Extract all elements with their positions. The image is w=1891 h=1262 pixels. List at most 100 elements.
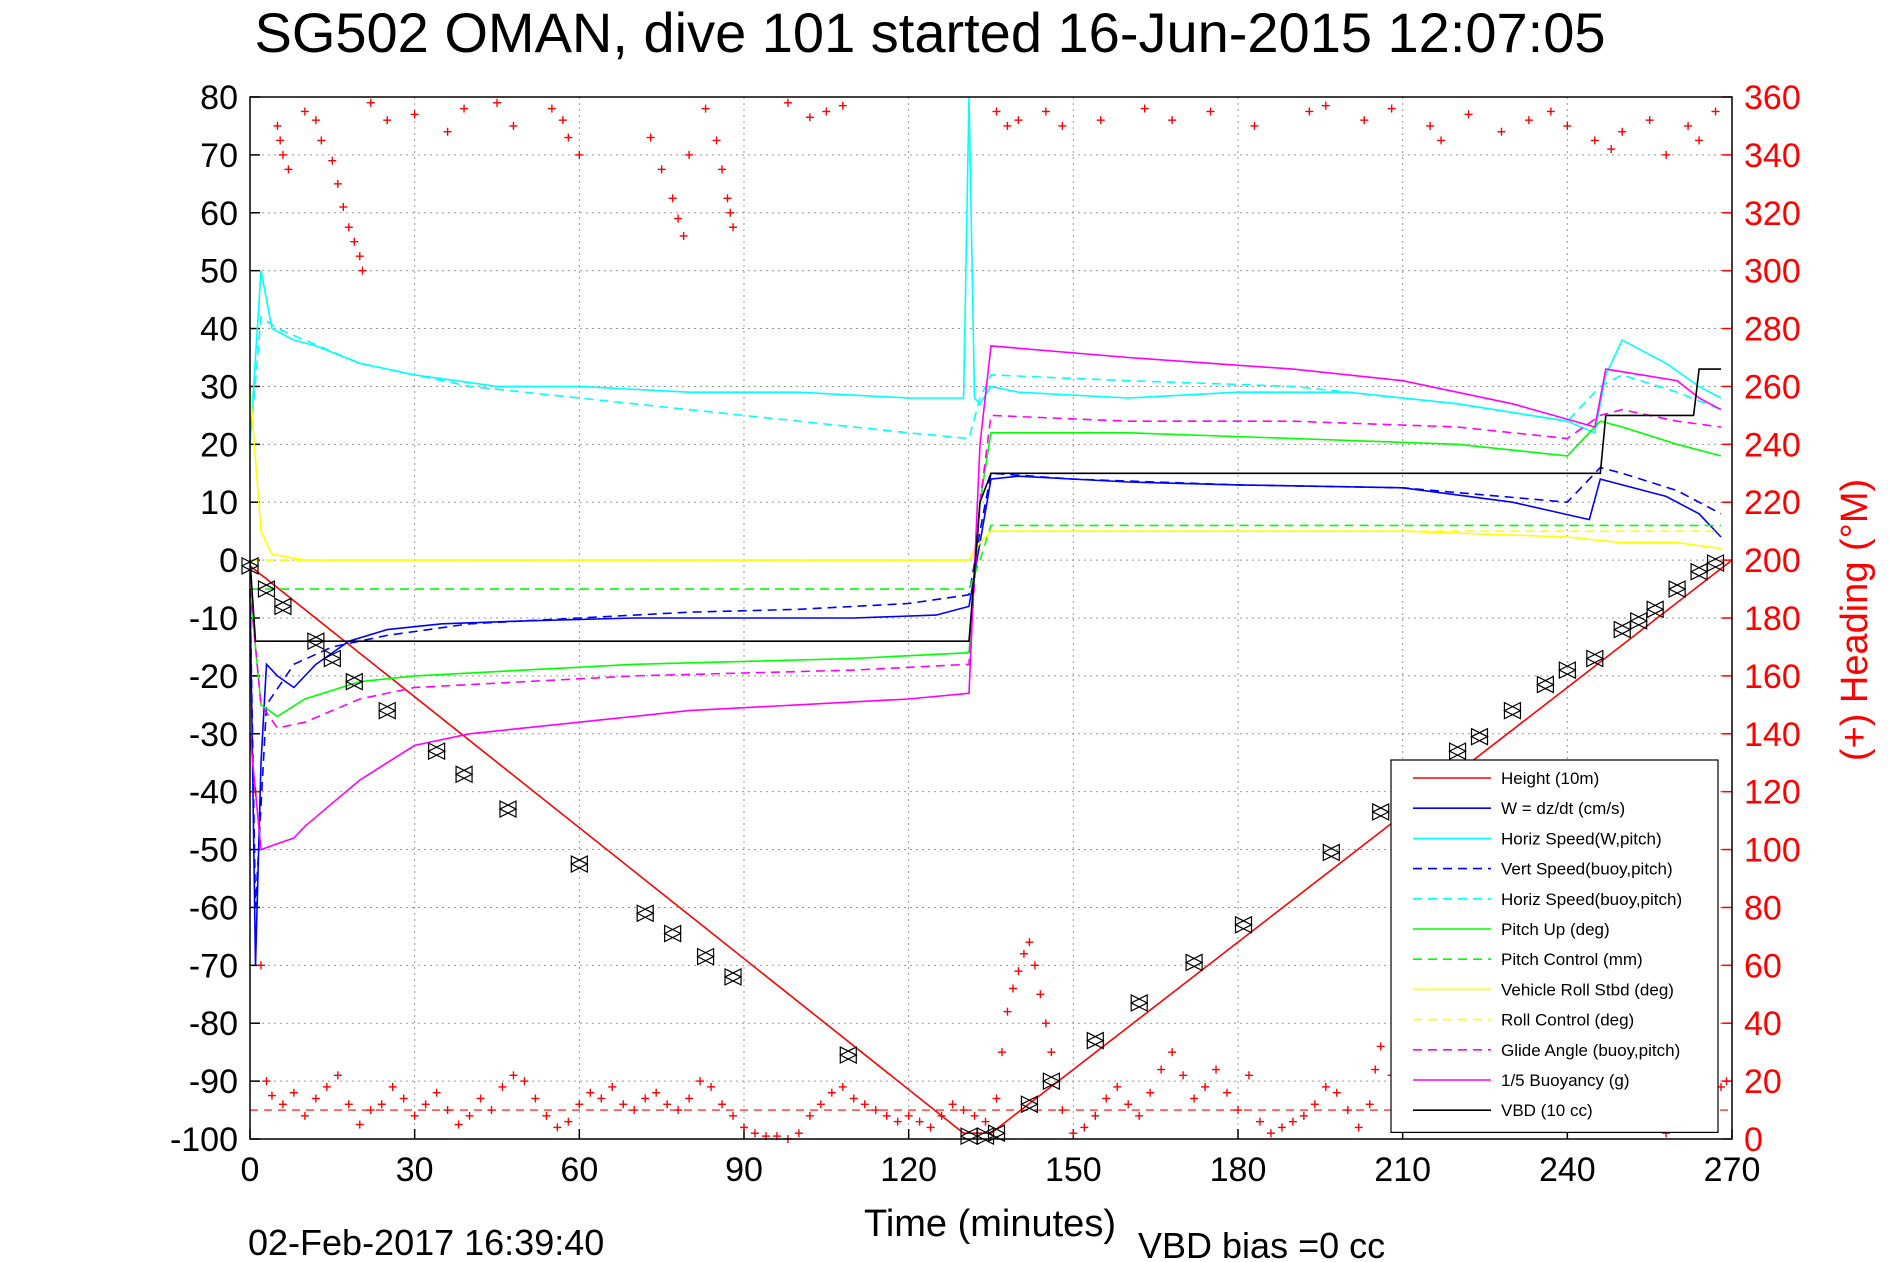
depth-marker-left <box>1645 600 1664 619</box>
heading-marker <box>344 223 353 232</box>
y-tick-label: -60 <box>189 889 238 927</box>
depth-marker <box>1448 742 1467 761</box>
right-tick-label: 200 <box>1744 542 1801 580</box>
heading-marker <box>1014 116 1023 125</box>
depth-marker-left <box>1129 993 1148 1012</box>
legend-box <box>1390 759 1719 1133</box>
y-tick-label: 70 <box>200 137 238 175</box>
heading-marker <box>1096 116 1105 125</box>
series-line-3 <box>249 466 1722 908</box>
heading-marker <box>1223 1088 1232 1097</box>
depth-marker-left <box>1536 675 1554 694</box>
y-tick-label: 0 <box>219 542 238 580</box>
heading-marker <box>740 1123 748 1132</box>
y-tick-label: -80 <box>189 1005 238 1043</box>
heading-marker <box>1244 1071 1253 1080</box>
depth-marker-left <box>1371 802 1390 821</box>
right-tick-label: 220 <box>1744 484 1801 522</box>
series-line-6 <box>250 524 1721 590</box>
heading-marker <box>558 116 567 125</box>
heading-marker <box>300 1111 309 1120</box>
right-tick-label: 20 <box>1744 1063 1782 1101</box>
heading-marker <box>937 1111 946 1120</box>
heading-marker <box>663 1100 672 1109</box>
heading-marker <box>1305 107 1314 116</box>
series-line-1 <box>249 475 1722 966</box>
y-tick-label: 50 <box>200 253 238 291</box>
heading-marker <box>366 1106 375 1115</box>
depth-marker-left <box>569 855 588 873</box>
depth-marker <box>1667 580 1687 599</box>
heading-marker <box>344 1100 353 1109</box>
heading-marker <box>498 1082 507 1091</box>
heading-marker <box>992 107 1001 116</box>
heading-marker <box>410 1111 419 1120</box>
heading-marker <box>1343 1106 1352 1115</box>
heading-marker <box>1036 990 1045 999</box>
series-line-2 <box>249 96 1722 445</box>
heading-marker <box>1019 949 1028 958</box>
heading-marker <box>355 252 364 261</box>
right-tick-label: 80 <box>1744 889 1782 927</box>
depth-marker <box>696 947 715 966</box>
heading-marker <box>311 116 320 125</box>
depth-marker-left <box>1321 843 1340 862</box>
heading-marker <box>1288 1117 1297 1126</box>
right-tick-label: 120 <box>1744 774 1801 812</box>
heading-marker <box>1321 1082 1330 1091</box>
heading-marker <box>1080 1123 1089 1132</box>
depth-marker-left <box>1448 742 1467 761</box>
heading-marker <box>1387 104 1396 113</box>
heading-marker <box>1321 101 1330 110</box>
heading-marker <box>1497 127 1506 136</box>
depth-marker <box>1585 649 1605 668</box>
heading-marker <box>1590 136 1599 145</box>
heading-marker <box>1376 1042 1385 1051</box>
heading-marker <box>1711 107 1720 116</box>
heading-marker <box>838 1082 847 1091</box>
heading-marker <box>652 1088 661 1097</box>
series-line-9 <box>249 408 1722 729</box>
y-tick-label: 80 <box>200 79 238 117</box>
heading-marker <box>981 1117 990 1126</box>
heading-marker <box>454 1120 463 1129</box>
heading-marker <box>1234 1106 1242 1115</box>
depth-marker <box>1321 843 1341 862</box>
heading-marker <box>542 1111 551 1120</box>
heading-marker <box>1360 116 1369 125</box>
heading-marker <box>278 1100 287 1109</box>
heading-marker <box>1266 1129 1275 1138</box>
right-tick-label: 340 <box>1744 137 1801 175</box>
heading-marker <box>575 150 584 159</box>
heading-marker <box>750 1129 759 1138</box>
right-tick-label: 60 <box>1744 947 1782 985</box>
heading-marker <box>1003 1007 1012 1016</box>
heading-marker <box>794 1129 803 1138</box>
legend-label: Height (10m) <box>1501 769 1599 788</box>
heading-marker <box>460 104 469 113</box>
depth-marker <box>569 855 589 873</box>
heading-marker <box>377 1100 386 1109</box>
depth-marker-left <box>306 632 325 651</box>
heading-marker <box>410 110 419 119</box>
right-tick-label: 140 <box>1744 716 1801 754</box>
legend-label: Horiz Speed(W,pitch) <box>1501 829 1662 848</box>
heading-marker <box>1563 121 1572 130</box>
heading-marker <box>822 107 831 116</box>
x-tick-label: 240 <box>1539 1151 1596 1189</box>
y-tick-label: 60 <box>200 195 238 233</box>
heading-marker <box>1124 1100 1133 1109</box>
heading-marker <box>273 121 282 130</box>
heading-marker <box>300 107 309 116</box>
right-tick-label: 260 <box>1744 368 1801 406</box>
heading-marker <box>1212 1065 1221 1074</box>
x-axis-label: Time (minutes) <box>864 1203 1116 1245</box>
legend-label: Glide Angle (buoy,pitch) <box>1501 1041 1680 1060</box>
heading-marker <box>1365 1100 1374 1109</box>
right-tick-label: 100 <box>1744 832 1801 870</box>
heading-marker <box>520 1077 529 1086</box>
heading-marker <box>915 1117 924 1126</box>
y-tick-label: 40 <box>200 311 238 349</box>
heading-marker <box>685 1094 694 1103</box>
heading-marker <box>1607 145 1616 154</box>
